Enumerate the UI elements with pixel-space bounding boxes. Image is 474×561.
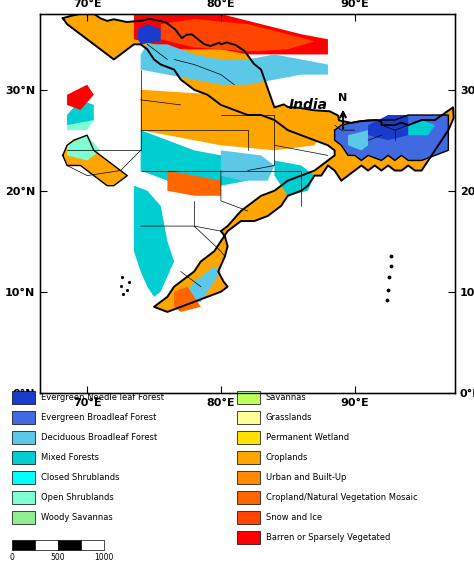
Text: Cropland/Natural Vegetation Mosaic: Cropland/Natural Vegetation Mosaic [266, 493, 418, 502]
Bar [237, 511, 260, 524]
Polygon shape [181, 266, 221, 307]
Bar [237, 391, 260, 404]
Polygon shape [63, 135, 127, 186]
Polygon shape [368, 115, 408, 140]
Polygon shape [335, 115, 448, 160]
Polygon shape [134, 14, 328, 54]
Text: India: India [289, 98, 328, 112]
Text: Closed Shrublands: Closed Shrublands [41, 473, 119, 482]
Polygon shape [67, 100, 94, 125]
Bar [237, 471, 260, 484]
Text: 1000: 1000 [95, 553, 114, 561]
Polygon shape [67, 85, 94, 110]
Polygon shape [141, 130, 247, 186]
Bar [12, 511, 35, 524]
Bar [12, 471, 35, 484]
Text: 0: 0 [9, 553, 14, 561]
Bar [237, 411, 260, 424]
Bar [58, 540, 81, 550]
Bar [81, 540, 104, 550]
Text: Permanent Wetland: Permanent Wetland [266, 433, 349, 442]
Polygon shape [63, 12, 454, 312]
Polygon shape [141, 44, 328, 85]
Bar [12, 540, 35, 550]
Bar [12, 411, 35, 424]
Text: 500: 500 [51, 553, 65, 561]
Text: Deciduous Broadleaf Forest: Deciduous Broadleaf Forest [41, 433, 157, 442]
Bar [237, 531, 260, 544]
Text: Open Shrublands: Open Shrublands [41, 493, 113, 502]
Polygon shape [401, 120, 435, 135]
Bar [12, 491, 35, 504]
Polygon shape [274, 160, 315, 196]
Bar [35, 540, 58, 550]
Text: Urban and Built-Up: Urban and Built-Up [266, 473, 346, 482]
Polygon shape [67, 110, 94, 130]
Text: Croplands: Croplands [266, 453, 308, 462]
Bar [237, 451, 260, 464]
Polygon shape [67, 135, 100, 160]
Polygon shape [348, 130, 368, 150]
Text: Snow and Ice: Snow and Ice [266, 513, 322, 522]
Text: Grasslands: Grasslands [266, 413, 312, 422]
Polygon shape [221, 150, 274, 181]
Text: Savannas: Savannas [266, 393, 307, 402]
Polygon shape [161, 19, 315, 52]
Polygon shape [134, 186, 174, 297]
Text: N: N [338, 93, 348, 103]
Polygon shape [138, 24, 161, 44]
Text: Evergreen Broadleaf Forest: Evergreen Broadleaf Forest [41, 413, 156, 422]
Polygon shape [167, 171, 221, 196]
Bar [237, 431, 260, 444]
Text: Woody Savannas: Woody Savannas [41, 513, 112, 522]
Text: Mixed Forests: Mixed Forests [41, 453, 99, 462]
Polygon shape [141, 90, 328, 150]
Bar [12, 391, 35, 404]
Text: Evergreen Needle leaf Forest: Evergreen Needle leaf Forest [41, 393, 164, 402]
Text: Barren or Sparsely Vegetated: Barren or Sparsely Vegetated [266, 533, 390, 542]
Bar [237, 491, 260, 504]
Polygon shape [174, 287, 201, 312]
Bar [12, 431, 35, 444]
Bar [12, 451, 35, 464]
